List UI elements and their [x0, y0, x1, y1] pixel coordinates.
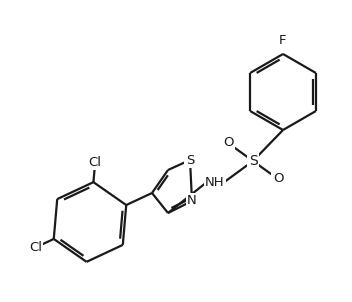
Text: N: N — [187, 194, 197, 207]
Text: S: S — [249, 154, 257, 168]
Text: O: O — [273, 172, 283, 185]
Text: O: O — [223, 137, 233, 149]
Text: S: S — [186, 153, 194, 166]
Text: Cl: Cl — [29, 241, 42, 254]
Text: F: F — [279, 34, 287, 47]
Text: NH: NH — [205, 175, 225, 188]
Text: Cl: Cl — [89, 156, 102, 169]
